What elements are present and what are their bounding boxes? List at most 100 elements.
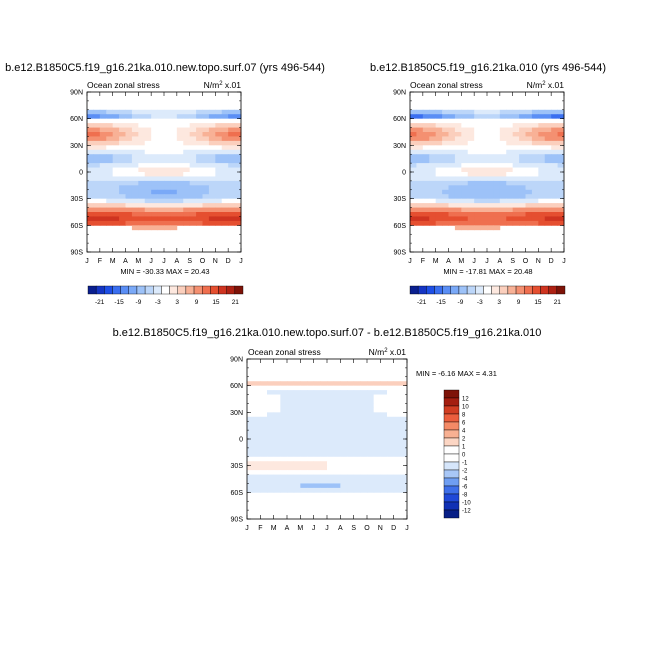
heatmap-cell — [196, 118, 203, 124]
heatmap-cell — [300, 461, 308, 467]
heatmap-cell — [293, 434, 301, 440]
heatmap-cell — [93, 176, 101, 182]
heatmap-cell — [87, 118, 94, 124]
heatmap-cell — [106, 176, 114, 182]
heatmap-cell — [448, 198, 456, 204]
heatmap-cell — [429, 149, 437, 155]
heatmap-cell — [461, 203, 469, 208]
y-tick-label: 30N — [393, 143, 406, 150]
heatmap-cell — [373, 483, 381, 489]
colorbar-label: -1 — [462, 461, 468, 467]
heatmap-cell — [525, 185, 533, 191]
heatmap-cell — [512, 123, 520, 128]
heatmap-cell — [313, 434, 321, 440]
heatmap-cell — [506, 145, 514, 151]
heatmap-cell — [557, 154, 565, 160]
heatmap-cell — [380, 465, 388, 471]
heatmap-cell — [144, 154, 152, 160]
heatmap-cell — [480, 167, 488, 173]
heatmap-cell — [208, 167, 216, 173]
heatmap-cell — [400, 483, 408, 489]
heatmap-cell — [112, 140, 120, 146]
heatmap-cell — [360, 412, 368, 418]
heatmap-cell — [474, 149, 481, 155]
heatmap-cell — [506, 220, 514, 226]
heatmap-cell — [557, 118, 565, 124]
heatmap-cell — [387, 412, 395, 418]
colorbar-box — [128, 285, 138, 295]
heatmap-cell — [422, 163, 430, 168]
heatmap-cell — [106, 114, 114, 120]
heatmap-cell — [260, 465, 268, 471]
heatmap-cell — [157, 189, 165, 195]
heatmap-cell — [480, 132, 488, 137]
heatmap-cell — [429, 158, 437, 164]
heatmap-cell — [506, 203, 514, 208]
y-tick-label: 60S — [231, 490, 244, 497]
heatmap-cell — [221, 123, 229, 128]
heatmap-cell — [499, 100, 507, 106]
heatmap-cell — [347, 385, 355, 391]
heatmap-cell — [373, 394, 381, 400]
y-tick-label: 90S — [71, 250, 84, 257]
heatmap-cell — [340, 439, 348, 444]
colorbar-box — [443, 429, 460, 439]
heatmap-cell — [119, 109, 126, 115]
heatmap-cell — [253, 447, 261, 453]
heatmap-cell — [531, 185, 539, 191]
heatmap-cell — [267, 399, 275, 404]
heatmap-cell — [221, 149, 229, 155]
heatmap-cell — [435, 207, 443, 213]
heatmap-cell — [531, 216, 539, 222]
heatmap-cell — [151, 109, 158, 115]
colorbar-box — [177, 285, 187, 295]
heatmap-cell — [215, 154, 223, 160]
heatmap-cell — [196, 203, 203, 208]
heatmap-cell — [435, 180, 443, 186]
x-tick-label: F — [98, 258, 102, 265]
panel-3: b.e12.B1850C5.f19_g16.21ka.010.new.topo.… — [113, 327, 542, 532]
heatmap-cell — [106, 109, 114, 115]
heatmap-cell — [267, 479, 275, 484]
y-tick-label: 0 — [79, 170, 83, 177]
heatmap-cell — [380, 483, 388, 489]
heatmap-cell — [400, 452, 408, 458]
heatmap-cell — [333, 439, 341, 444]
heatmap-cell — [400, 447, 408, 453]
heatmap-cell — [144, 114, 152, 120]
heatmap-cell — [538, 132, 546, 137]
colorbar-label: -15 — [114, 299, 124, 306]
heatmap-cell — [380, 470, 388, 475]
heatmap-cell — [125, 189, 133, 195]
heatmap-cell — [234, 220, 242, 226]
heatmap-cell — [435, 123, 443, 128]
heatmap-cell — [157, 225, 165, 231]
heatmap-cell — [474, 145, 481, 151]
heatmap-cell — [557, 185, 565, 191]
heatmap-cell — [461, 132, 469, 137]
heatmap-cell — [474, 118, 481, 124]
heatmap-cell — [125, 207, 133, 213]
heatmap-cell — [422, 132, 430, 137]
heatmap-cell — [189, 158, 197, 164]
heatmap-cell — [499, 220, 507, 226]
heatmap-cell — [287, 407, 295, 413]
colorbar-box — [450, 285, 460, 295]
panel-2-minmax: MIN = -17.81 MAX = 20.48 — [443, 267, 532, 276]
heatmap-cell — [387, 487, 395, 493]
heatmap-cell — [480, 194, 488, 200]
heatmap-cell — [300, 447, 308, 453]
heatmap-cell — [106, 127, 114, 133]
heatmap-cell — [480, 207, 488, 213]
heatmap-cell — [202, 158, 210, 164]
heatmap-cell — [112, 123, 120, 128]
heatmap-cell — [493, 225, 501, 231]
heatmap-cell — [531, 220, 539, 226]
heatmap-cell — [347, 470, 355, 475]
heatmap-cell — [347, 479, 355, 484]
colorbar-label: 3 — [175, 299, 179, 306]
heatmap-cell — [454, 176, 462, 182]
heatmap-cell — [429, 154, 437, 160]
heatmap-cell — [106, 118, 114, 124]
x-tick-label: J — [149, 258, 153, 265]
